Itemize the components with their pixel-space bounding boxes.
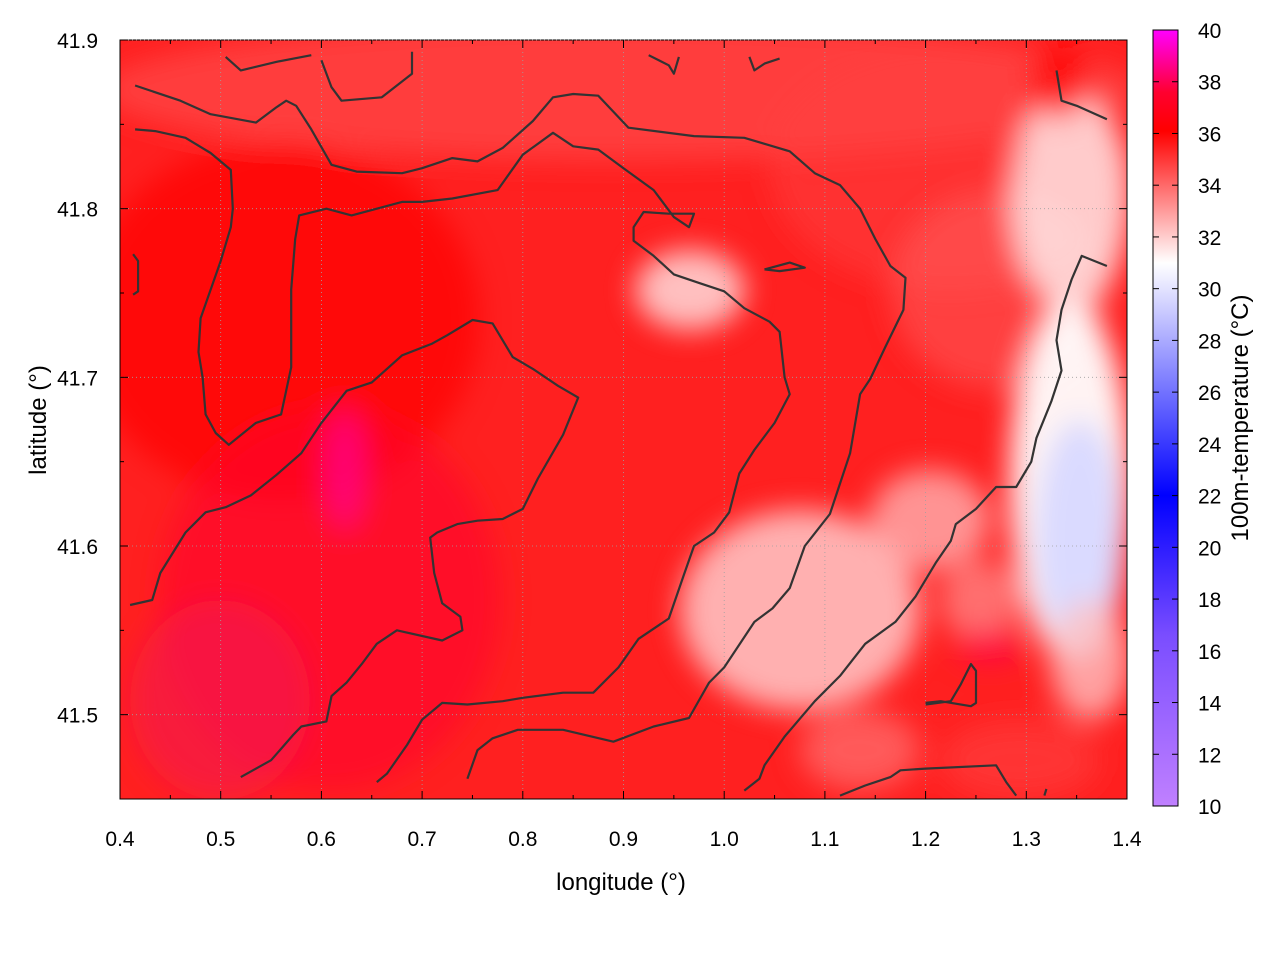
- colorbar-tick-labels: 10 12 14 16 18 20 22 24 26 28 30 32 34 36 38 40: [1198, 20, 1222, 819]
- x-axis-label: longitude (°): [556, 869, 686, 896]
- colorbar-tick-label: 30: [1198, 279, 1221, 302]
- x-tick-label: 1.1: [810, 828, 839, 851]
- contour-line: [743, 254, 1108, 792]
- x-tick-label: 1.4: [1112, 828, 1142, 851]
- contour-line: [1043, 788, 1048, 796]
- colorbar-tick-label: 32: [1198, 227, 1221, 250]
- y-tick-label: 41.8: [57, 199, 98, 222]
- axis-ticks: [119, 39, 1128, 800]
- contour-line: [648, 54, 680, 75]
- colorbar-tick-label: 10: [1198, 796, 1221, 819]
- y-tick-label: 41.6: [57, 536, 98, 559]
- contour-line: [134, 84, 907, 780]
- x-tick-label: 0.7: [407, 828, 436, 851]
- colorbar-tick-label: 36: [1198, 123, 1221, 146]
- x-tick-label: 0.4: [105, 828, 135, 851]
- contour-line: [839, 764, 1018, 797]
- colorbar-ticks: [1153, 29, 1178, 807]
- contour-line: [129, 318, 580, 779]
- colorbar-tick-label: 18: [1198, 589, 1221, 612]
- contour-line: [132, 253, 140, 296]
- colorbar-tick-label: 12: [1198, 744, 1221, 767]
- y-tick-label: 41.9: [57, 30, 98, 53]
- colorbar-tick-label: 24: [1198, 434, 1222, 457]
- colorbar-tick-label: 16: [1198, 641, 1221, 664]
- x-tick-labels: 0.4 0.5 0.6 0.7 0.8 0.9 1.0 1.1 1.2 1.3 1.4: [105, 828, 1142, 851]
- colorbar-tick-label: 14: [1198, 693, 1222, 716]
- colorbar-gradient: [1152, 29, 1179, 807]
- y-tick-label: 41.5: [57, 705, 98, 728]
- colorbar-tick-label: 20: [1198, 537, 1221, 560]
- contour-line: [748, 56, 780, 72]
- contour-line: [1055, 70, 1108, 121]
- colorbar-tick-label: 26: [1198, 382, 1221, 405]
- x-tick-label: 0.9: [609, 828, 638, 851]
- colorbar-tick-label: 40: [1198, 20, 1221, 43]
- contour-line: [135, 128, 791, 783]
- colorbar: 10 12 14 16 18 20 22 24 26 28 30 32 34 36 38 40 100m-te…: [1152, 20, 1254, 819]
- contour-line: [224, 54, 312, 72]
- x-tick-label: 0.5: [206, 828, 235, 851]
- grid-lines: [120, 39, 1127, 799]
- x-tick-label: 1.2: [911, 828, 940, 851]
- x-tick-label: 0.6: [307, 828, 336, 851]
- y-tick-labels: 41.5 41.6 41.7 41.8 41.9: [57, 30, 98, 728]
- contour-line: [320, 51, 414, 102]
- colorbar-tick-label: 22: [1198, 486, 1221, 509]
- contour-line: [764, 261, 806, 273]
- colorbar-tick-label: 34: [1198, 175, 1222, 198]
- y-axis-label: latitude (°): [25, 365, 52, 475]
- contour-lines: [129, 51, 1108, 797]
- colorbar-tick-label: 28: [1198, 330, 1221, 353]
- x-tick-label: 0.8: [508, 828, 537, 851]
- x-tick-label: 1.0: [710, 828, 739, 851]
- colorbar-tick-label: 38: [1198, 72, 1221, 95]
- contour-line: [925, 662, 978, 708]
- y-tick-label: 41.7: [57, 367, 98, 390]
- temperature-field: [120, 40, 1127, 799]
- x-tick-label: 1.3: [1012, 828, 1041, 851]
- colorbar-label: 100m-temperature (°C): [1227, 294, 1254, 541]
